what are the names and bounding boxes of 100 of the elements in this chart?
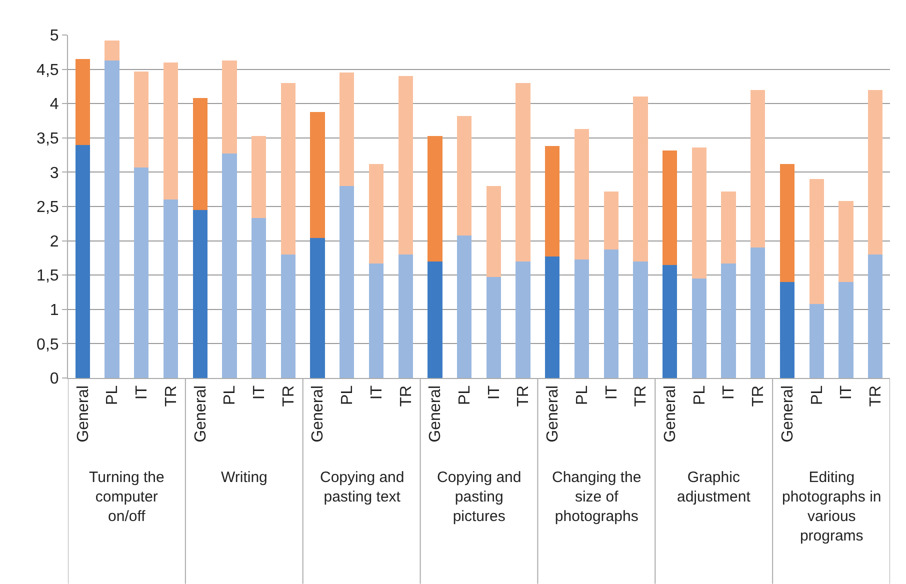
y-tick-label: 4,5	[36, 62, 59, 79]
bar	[574, 128, 590, 260]
x-tick-label: IT	[720, 385, 738, 400]
x-tick-label: IT	[251, 385, 268, 400]
bar	[456, 235, 472, 378]
bar	[780, 164, 795, 282]
bar	[192, 210, 208, 378]
x-tick-label: PL	[456, 385, 474, 405]
y-tick-label: 1	[50, 302, 59, 319]
text: Graphic adjustment	[677, 469, 752, 506]
bar	[662, 150, 678, 265]
bar	[809, 304, 824, 378]
bar	[134, 71, 149, 168]
bar	[251, 218, 266, 378]
y-tick-label: 5	[50, 28, 59, 45]
bar	[780, 282, 795, 378]
bar	[868, 254, 883, 378]
x-tick-label: IT	[603, 385, 620, 400]
bar	[868, 90, 883, 255]
bar	[456, 116, 472, 236]
text: Editing photographs in various programs	[782, 469, 882, 544]
bar	[721, 263, 736, 378]
bar	[104, 60, 120, 378]
bar	[604, 250, 618, 378]
bar	[75, 144, 90, 378]
bar	[574, 259, 590, 378]
x-tick-label: IT	[368, 385, 386, 400]
bar	[340, 186, 354, 378]
y-tick-label: 3,5	[36, 130, 59, 148]
bar	[838, 282, 854, 378]
bar	[398, 76, 413, 255]
x-tick-label: General	[427, 385, 444, 442]
x-tick-label: IT	[486, 385, 503, 400]
x-tick-label: General	[310, 385, 327, 442]
x-tick-label: PL	[808, 385, 826, 405]
text: Writing	[221, 469, 268, 486]
bar	[222, 60, 237, 154]
bar	[310, 238, 325, 378]
x-tick-label: PL	[104, 385, 122, 405]
bar	[692, 278, 707, 378]
y-tick-label: 3	[50, 164, 59, 182]
x-tick-label: PL	[691, 385, 708, 405]
bar	[310, 112, 325, 238]
bar	[398, 254, 413, 378]
bar	[838, 201, 854, 282]
bar	[368, 164, 384, 264]
y-tick-label: 2,5	[36, 199, 59, 216]
y-tick-label: 0,5	[36, 336, 59, 354]
y-tick-label: 0	[50, 370, 59, 388]
bar	[368, 263, 384, 378]
bar	[604, 191, 618, 250]
text: Changing the size of photographs	[552, 469, 642, 525]
bar	[662, 264, 678, 378]
x-tick-label: TR	[750, 385, 768, 407]
bar	[192, 98, 208, 210]
bar	[340, 72, 354, 186]
x-tick-label: TR	[632, 385, 650, 407]
bar	[516, 83, 530, 262]
bar	[633, 96, 648, 262]
x-tick-label: TR	[868, 385, 885, 407]
bar	[809, 179, 824, 304]
bar	[75, 59, 90, 145]
x-tick-label: General	[74, 385, 92, 442]
bar	[104, 40, 120, 60]
bar	[486, 186, 502, 278]
bar	[545, 146, 560, 257]
bar	[721, 191, 736, 264]
bar	[692, 148, 707, 279]
bar	[280, 254, 296, 378]
bar	[545, 256, 560, 378]
bar	[516, 261, 530, 378]
x-tick-label: General	[192, 385, 210, 442]
x-tick-label: TR	[162, 385, 180, 407]
x-tick-label: General	[779, 385, 796, 442]
x-tick-label: TR	[515, 385, 532, 407]
text: Copying and pasting pictures	[437, 469, 522, 525]
text: Copying and pasting text	[320, 469, 404, 506]
y-tick-label: 2	[50, 233, 59, 250]
y-tick-label: 1,5	[36, 268, 59, 285]
bar	[750, 90, 766, 248]
bar	[280, 83, 296, 255]
bar	[134, 167, 149, 378]
x-tick-label: PL	[222, 385, 239, 405]
bar	[750, 248, 766, 378]
bar	[633, 261, 648, 378]
x-tick-label: PL	[339, 385, 356, 405]
bar	[163, 62, 178, 200]
x-tick-label: General	[662, 385, 680, 442]
x-tick-label: IT	[838, 385, 856, 400]
bar	[428, 136, 442, 262]
x-tick-label: TR	[280, 385, 298, 407]
bar	[251, 136, 266, 218]
x-tick-label: General	[544, 385, 562, 442]
x-tick-label: TR	[398, 385, 415, 407]
y-tick-label: 4	[50, 96, 59, 114]
bar	[486, 277, 502, 378]
x-tick-label: PL	[574, 385, 591, 405]
bar	[163, 200, 178, 378]
text: Turning the computer on/off	[89, 469, 164, 525]
bar	[222, 154, 237, 378]
